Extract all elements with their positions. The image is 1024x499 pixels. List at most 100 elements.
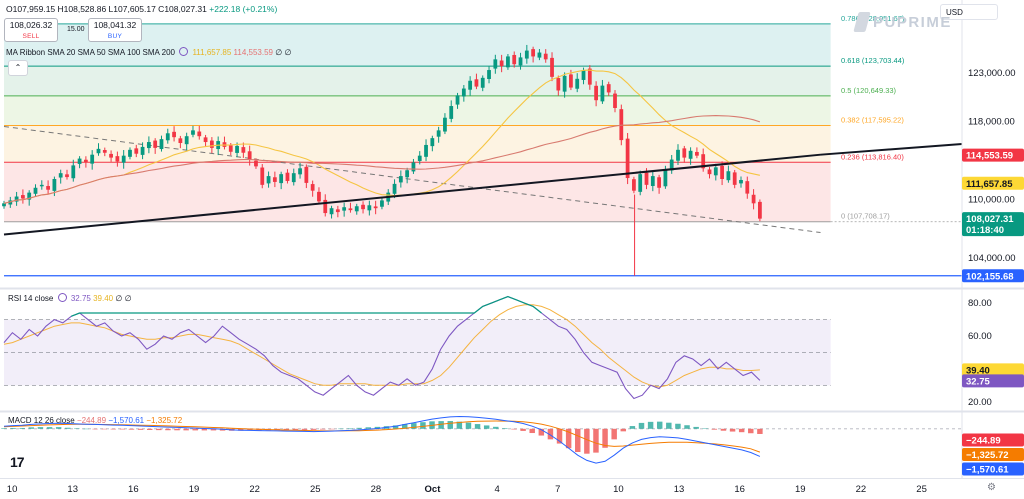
candle-body <box>575 78 580 89</box>
macd-histogram-bar <box>83 428 89 430</box>
candle-body <box>121 155 126 163</box>
macd-histogram-bar <box>128 428 135 430</box>
macd-histogram-bar <box>529 428 535 434</box>
macd-histogram-bar <box>520 428 526 431</box>
candle-body <box>543 53 548 60</box>
macd-histogram-bar <box>19 427 25 429</box>
candle-body <box>228 145 233 152</box>
candle-body <box>197 131 202 137</box>
fib-zone-0.382 <box>4 125 831 163</box>
candle-body <box>720 165 724 180</box>
sma-slow-line <box>3 115 761 204</box>
macd-histogram-bar <box>638 422 645 429</box>
rsi-value-label: 39.40 <box>966 365 990 376</box>
candle-body <box>71 165 76 179</box>
macd-histogram-bar <box>483 425 490 429</box>
candle-body <box>115 156 120 162</box>
ma-value-3: ∅ <box>275 48 283 57</box>
ohlc-readout: O107,959.15 H108,528.86 L107,605.17 C108… <box>6 4 277 14</box>
candle-body <box>455 95 460 105</box>
settings-icon[interactable]: ⚙ <box>987 482 996 493</box>
macd-line-value: −1,570.61 <box>108 416 145 425</box>
time-tick-label: 13 <box>67 484 78 495</box>
macd-legend[interactable]: MACD 12 26 close −244.89 −1,570.61 −1,32… <box>8 416 182 425</box>
price-label-bg <box>962 176 1024 190</box>
candle-body <box>701 154 706 169</box>
candle-body <box>550 57 554 77</box>
currency-select[interactable]: USD <box>940 4 998 20</box>
macd-histogram-bar <box>575 428 581 452</box>
candle-body <box>512 54 517 65</box>
ohlc-change: +222.18 (+0.21%) <box>209 4 278 14</box>
candle-body <box>726 171 731 181</box>
ma-ribbon-legend[interactable]: MA Ribbon SMA 20 SMA 50 SMA 100 SMA 200 … <box>6 47 291 57</box>
macd-histogram-bar <box>283 428 290 431</box>
macd-hist-value: −244.89 <box>76 416 107 425</box>
macd-histogram-bar <box>702 428 708 429</box>
buy-button[interactable]: 108,041.32 BUY <box>88 18 142 42</box>
macd-histogram-bar <box>320 428 326 430</box>
candle-body <box>209 140 214 148</box>
macd-histogram-bar <box>502 428 508 429</box>
ma-value-4: ∅ <box>284 48 292 57</box>
candle-body <box>758 201 762 219</box>
macd-name: MACD 12 26 close <box>8 416 75 425</box>
candle-body <box>411 162 416 172</box>
macd-histogram-bar <box>511 428 517 430</box>
candle-body <box>134 148 139 154</box>
candle-body <box>669 159 674 171</box>
visibility-icon[interactable] <box>179 47 189 56</box>
fib-label-0.618: 0.618 (123,703.44) <box>841 56 905 65</box>
macd-histogram-bar <box>474 424 481 429</box>
time-tick-label: 7 <box>555 484 560 495</box>
macd-histogram-bar <box>119 428 126 430</box>
candle-body <box>153 140 158 148</box>
macd-histogram-bar <box>392 425 399 429</box>
macd-histogram-bar <box>10 427 16 429</box>
candle-body <box>178 138 183 144</box>
macd-histogram-bar <box>456 421 463 429</box>
candle-body <box>449 106 454 119</box>
candle-body <box>499 60 504 67</box>
candle-body <box>562 75 567 92</box>
candle-body <box>524 50 529 59</box>
candle-body <box>392 183 397 194</box>
macd-histogram-bar <box>165 428 171 431</box>
ohlc-values: O107,959.15 H108,528.86 L107,605.17 C108… <box>6 4 207 14</box>
macd-histogram-bar <box>365 427 372 429</box>
rsi-ma-line <box>3 304 760 388</box>
candle-body <box>140 146 145 155</box>
sma-fast-line <box>3 69 761 204</box>
candle-body <box>417 155 422 162</box>
candle-body <box>146 142 151 149</box>
candle-body <box>380 200 384 207</box>
candle-body <box>83 159 88 163</box>
price-label-bg <box>962 148 1024 162</box>
macd-histogram-bar <box>28 427 35 429</box>
fib-label-0.5: 0.5 (120,649.33) <box>841 86 897 95</box>
price-tick-label: 123,000.00 <box>968 68 1016 79</box>
rsi-legend[interactable]: RSI 14 close 32.75 39.40 ∅ ∅ <box>8 293 132 303</box>
candle-body <box>323 199 328 214</box>
fib-label-0.382: 0.382 (117,595.22) <box>841 116 904 125</box>
rsi-line <box>3 296 761 400</box>
candle-body <box>329 208 334 215</box>
sell-button[interactable]: 108,026.32 SELL <box>4 18 58 42</box>
candle-body <box>254 160 258 167</box>
macd-histogram-bar <box>693 426 699 429</box>
ma-ribbon-name: MA Ribbon SMA 20 SMA 50 SMA 100 SMA 200 <box>6 48 175 57</box>
macd-value-label: −1,570.61 <box>966 465 1009 476</box>
collapse-icon[interactable]: ⌃ <box>8 60 28 76</box>
fib-zone-0.5 <box>4 95 831 126</box>
time-tick-label: Oct <box>425 484 442 495</box>
candle-body <box>335 209 340 213</box>
candle-body <box>367 205 372 211</box>
candle-body <box>109 153 113 158</box>
rsi-value-label-bg <box>962 363 1024 377</box>
macd-histogram-bar <box>201 428 208 431</box>
candle-body <box>33 187 38 194</box>
visibility-icon[interactable] <box>57 293 67 302</box>
macd-histogram-bar <box>210 428 217 431</box>
macd-histogram-bar <box>711 428 718 430</box>
